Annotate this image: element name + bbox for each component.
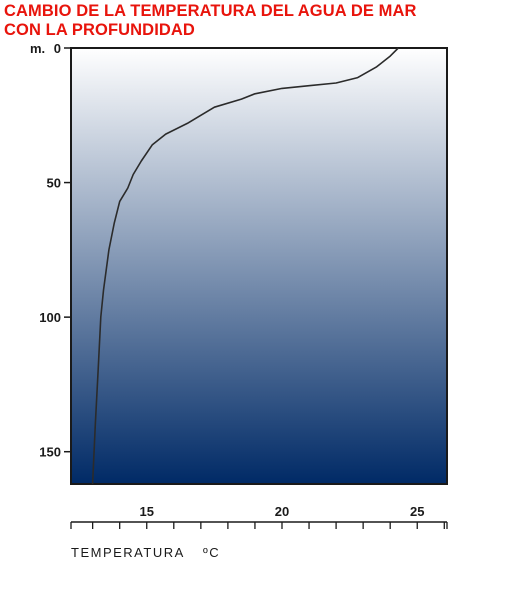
x-tick-label: 15	[140, 504, 154, 519]
y-axis-unit-label: m.	[30, 41, 45, 56]
temperature-curve	[91, 47, 399, 485]
y-tick-label: 50	[47, 176, 61, 191]
x-tick-label: 20	[275, 504, 289, 519]
x-tick-label: 25	[410, 504, 424, 519]
y-tick-label: 150	[39, 445, 61, 460]
chart-title-line-2: CON LA PROFUNDIDAD	[4, 21, 195, 39]
x-axis-unit: ºC	[203, 545, 220, 560]
x-axis-title: TEMPERATURA	[71, 545, 185, 560]
chart-title-line-1: CAMBIO DE LA TEMPERATURA DEL AGUA DE MAR	[4, 2, 417, 20]
y-tick-label: 100	[39, 310, 61, 325]
plot-area	[70, 47, 448, 485]
y-tick-label: 0	[54, 41, 61, 56]
